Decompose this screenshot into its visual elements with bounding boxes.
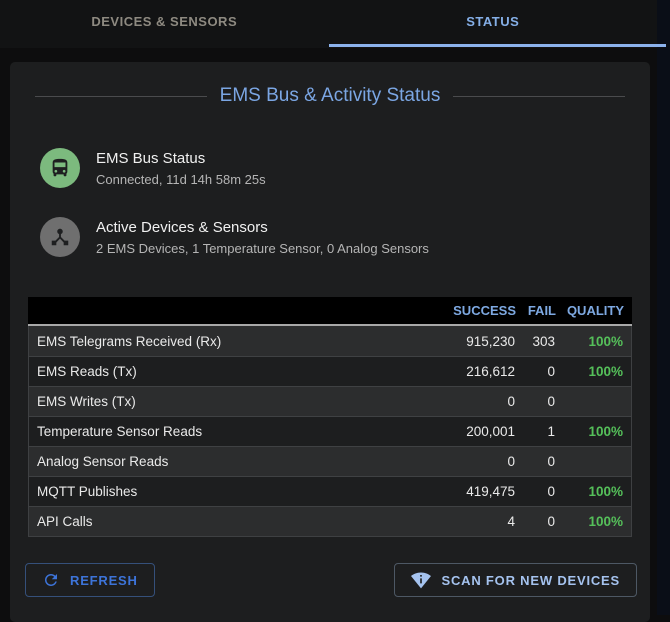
row-quality: 100%: [588, 364, 623, 379]
tab-bar: DEVICES & SENSORS STATUS: [0, 0, 666, 48]
status-list: EMS Bus Status Connected, 11d 14h 58m 25…: [10, 148, 650, 257]
refresh-button-label: REFRESH: [70, 572, 138, 588]
row-success: 419,475: [466, 484, 515, 499]
ems-bus-status-item: EMS Bus Status Connected, 11d 14h 58m 25…: [40, 148, 650, 188]
table-row: MQTT Publishes 419,475 0 100%: [29, 476, 631, 506]
tab-status-label: STATUS: [466, 13, 520, 29]
table-row: EMS Reads (Tx) 216,612 0 100%: [29, 356, 631, 386]
row-label: Analog Sensor Reads: [37, 454, 169, 469]
row-success: 200,001: [466, 424, 515, 439]
row-success: 915,230: [466, 333, 515, 349]
bus-icon: [40, 148, 80, 188]
active-devices-subtitle: 2 EMS Devices, 1 Temperature Sensor, 0 A…: [96, 240, 429, 256]
button-row: REFRESH SCAN FOR NEW DEVICES: [10, 563, 650, 597]
row-success: 0: [507, 454, 515, 469]
title-divider-right: [453, 95, 626, 97]
row-fail: 0: [547, 514, 555, 529]
scan-for-new-devices-button[interactable]: SCAN FOR NEW DEVICES: [394, 563, 637, 597]
stats-table-header: SUCCESS FAIL QUALITY: [28, 297, 632, 326]
header-quality-cell: QUALITY: [566, 303, 624, 318]
row-success: 4: [507, 514, 515, 529]
row-quality: 100%: [588, 514, 623, 529]
ems-bus-status-subtitle: Connected, 11d 14h 58m 25s: [96, 171, 266, 187]
table-row: API Calls 4 0 100%: [29, 506, 631, 536]
row-fail: 0: [547, 484, 555, 499]
row-fail: 303: [532, 333, 555, 349]
card-title-row: EMS Bus & Activity Status: [10, 62, 650, 107]
active-devices-title: Active Devices & Sensors: [96, 218, 268, 236]
row-fail: 0: [547, 364, 555, 379]
row-quality: 100%: [588, 424, 623, 439]
refresh-button[interactable]: REFRESH: [25, 563, 155, 597]
tab-devices-sensors[interactable]: DEVICES & SENSORS: [0, 0, 329, 48]
table-row: Analog Sensor Reads 0 0: [29, 446, 631, 476]
tab-status[interactable]: STATUS: [328, 0, 666, 48]
stats-table: SUCCESS FAIL QUALITY EMS Telegrams Recei…: [28, 297, 632, 537]
header-fail-cell: FAIL: [527, 303, 556, 318]
status-card: EMS Bus & Activity Status EMS Bus Status…: [10, 62, 650, 622]
row-quality: 100%: [588, 484, 623, 499]
scan-button-label: SCAN FOR NEW DEVICES: [441, 572, 620, 588]
row-fail: 0: [547, 394, 555, 409]
ems-bus-status-title: EMS Bus Status: [96, 149, 206, 167]
row-success: 216,612: [466, 364, 515, 379]
tab-devices-sensors-label: DEVICES & SENSORS: [91, 13, 238, 29]
stats-table-body: EMS Telegrams Received (Rx) 915,230 303 …: [28, 326, 632, 537]
row-fail: 1: [547, 424, 555, 439]
title-divider-left: [35, 95, 207, 97]
row-label: EMS Writes (Tx): [37, 394, 136, 409]
page-background-strip: [657, 0, 670, 615]
page-title: EMS Bus & Activity Status: [219, 85, 441, 106]
row-label: EMS Reads (Tx): [37, 364, 137, 379]
scan-wifi-icon: [411, 570, 432, 590]
row-success: 0: [507, 394, 515, 409]
active-devices-text: Active Devices & Sensors 2 EMS Devices, …: [96, 219, 429, 256]
row-label: EMS Telegrams Received (Rx): [37, 333, 222, 349]
refresh-icon: [42, 571, 60, 589]
row-label: Temperature Sensor Reads: [37, 424, 203, 439]
active-devices-item: Active Devices & Sensors 2 EMS Devices, …: [40, 217, 650, 257]
row-label: API Calls: [37, 514, 93, 529]
table-row: EMS Telegrams Received (Rx) 915,230 303 …: [29, 326, 631, 356]
ems-bus-status-text: EMS Bus Status Connected, 11d 14h 58m 25…: [96, 150, 266, 187]
table-row: Temperature Sensor Reads 200,001 1 100%: [29, 416, 631, 446]
row-fail: 0: [547, 454, 555, 469]
table-row: EMS Writes (Tx) 0 0: [29, 386, 631, 416]
header-success-cell: SUCCESS: [453, 303, 516, 318]
row-label: MQTT Publishes: [37, 484, 138, 499]
device-hub-icon: [40, 217, 80, 257]
row-quality: 100%: [588, 333, 623, 349]
